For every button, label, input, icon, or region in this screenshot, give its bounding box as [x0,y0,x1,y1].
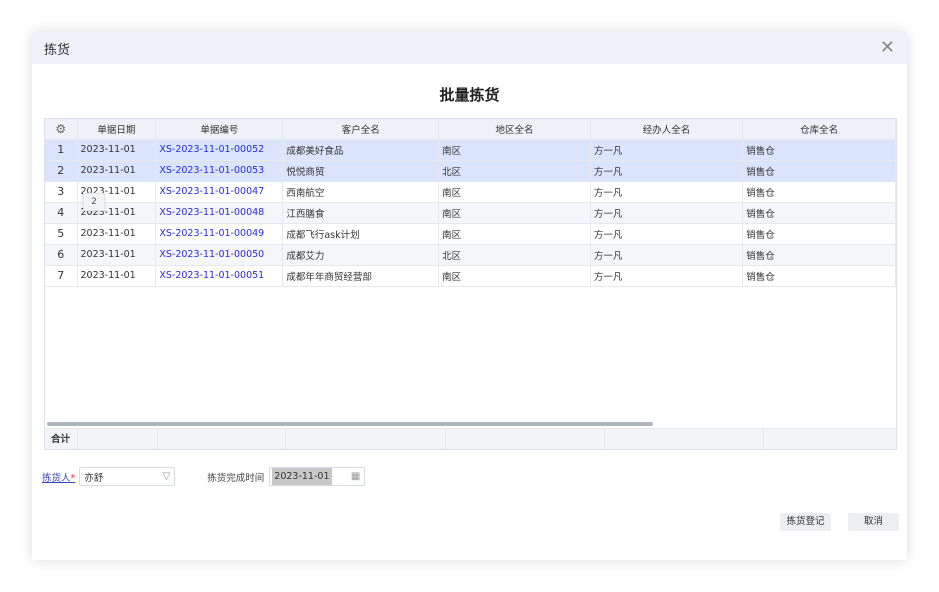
cell-warehouse: 销售仓 [742,160,896,182]
cell-customer: 西南航空 [282,181,440,203]
cell-handler: 方一凡 [590,244,744,266]
row-index: 7 [45,265,78,287]
summary-label: 合计 [45,429,78,449]
table-row[interactable]: 6 2023-11-01 XS-2023-11-01-00050 成都艾力 北区 方一凡销… [45,244,896,266]
cell-warehouse: 销售仓 [742,202,896,224]
cell-region: 南区 [438,223,591,245]
row-index: 2 [45,160,78,182]
calendar-icon[interactable]: ▦ [350,471,361,482]
cell-number[interactable]: XS-2023-11-01-00050 [155,244,284,266]
table-row[interactable]: 1 2023-11-01 XS-2023-11-01-00052 成都美好食品 南区 方一… [45,139,896,161]
cell-customer: 成都美好食品 [282,139,440,161]
filter-icon[interactable]: ▽ [162,471,171,482]
col-header-region[interactable]: 地区全名 [438,119,591,140]
row-index: 6 [45,244,78,266]
cell-region: 北区 [438,244,591,266]
cell-warehouse: 销售仓 [742,181,896,203]
picker-label[interactable]: 拣货人* [42,472,76,484]
table-row[interactable]: 4 2023-11-01 XS-2023-11-01-00048 江西膳食 南区 方一凡销… [45,202,896,224]
dialog-title: 拣货 [44,42,71,58]
row-index: 3 [45,181,78,203]
cell-region: 南区 [438,202,591,224]
cell-customer: 成都艾力 [282,244,440,266]
table-row[interactable]: 7 2023-11-01 XS-2023-11-01-00051 成都年年商贸经营部南… [45,265,896,287]
cell-handler: 方一凡 [590,160,744,182]
cell-date: 2023-11-01 [77,139,157,161]
cell-warehouse: 销售仓 [742,244,896,266]
row-tooltip: 2 [83,193,105,211]
page-title: 批量拣货 [439,86,500,104]
cell-customer: 成都年年商贸经营部 [282,265,440,287]
register-button[interactable]: 拣货登记 [780,513,831,531]
dialog-header: 拣货 ✕ [32,32,907,64]
cell-warehouse: 销售仓 [742,139,896,161]
completion-date-field[interactable]: 2023-11-01 ▦ [269,467,366,486]
picker-field[interactable]: 亦舒 ▽ [79,467,176,486]
cancel-button[interactable]: 取消 [848,513,899,531]
cell-date: 2023-11-01 [77,160,157,182]
cell-number[interactable]: XS-2023-11-01-00049 [155,223,284,245]
col-header-handler[interactable]: 经办人全名 [590,119,744,140]
row-index: 1 [45,139,78,161]
cell-customer: 江西膳食 [282,202,440,224]
cell-handler: 方一凡 [590,181,744,203]
cell-warehouse: 销售仓 [742,223,896,245]
cell-date: 2023-11-01 [77,265,157,287]
table-row[interactable]: 2 2023-11-01 XS-2023-11-01-00053 悦悦商贸 北区 方一凡销… [45,160,896,182]
cell-number[interactable]: XS-2023-11-01-00053 [155,160,284,182]
col-header-warehouse[interactable]: 仓库全名 [742,119,896,140]
cell-warehouse: 销售仓 [742,265,896,287]
scrollbar-thumb[interactable] [47,422,653,426]
pick-dialog: 拣货 ✕ 批量拣货 ⚙ 单据日期 单据编号 客户全名 地区全名 经办人全名 仓库… [32,32,907,560]
cell-handler: 方一凡 [590,139,744,161]
summary-row: 合计 [45,428,896,449]
row-index: 4 [45,202,78,224]
table-row[interactable]: 5 2023-11-01 XS-2023-11-01-00049 成都飞行ask计划南… [45,223,896,245]
cell-handler: 方一凡 [590,265,744,287]
pick-form: 拣货人* 亦舒 ▽ 拣货完成时间 2023-11-01 ▦ [42,467,366,486]
orders-grid: ⚙ 单据日期 单据编号 客户全名 地区全名 经办人全名 仓库全名 1 2023-1… [44,118,897,450]
cell-customer: 悦悦商贸 [282,160,440,182]
gear-icon[interactable]: ⚙ [55,121,67,136]
col-header-date[interactable]: 单据日期 [77,119,157,140]
column-settings[interactable]: ⚙ [45,119,78,140]
cell-customer: 成都飞行ask计划 [282,223,440,245]
cell-number[interactable]: XS-2023-11-01-00051 [155,265,284,287]
col-header-customer[interactable]: 客户全名 [282,119,440,140]
cell-date: 2023-11-01 [77,223,157,245]
cell-region: 南区 [438,181,591,203]
cell-number[interactable]: XS-2023-11-01-00052 [155,139,284,161]
col-header-number[interactable]: 单据编号 [155,119,284,140]
cell-handler: 方一凡 [590,202,744,224]
time-label: 拣货完成时间 [207,472,265,484]
cell-region: 南区 [438,265,591,287]
table-row[interactable]: 3 2023-11-01 XS-2023-11-01-00047 西南航空 南区 方一凡销… [45,181,896,203]
cell-handler: 方一凡 [590,223,744,245]
cell-region: 南区 [438,139,591,161]
cell-date: 2023-11-01 [77,244,157,266]
close-icon[interactable]: ✕ [879,37,895,58]
cell-number[interactable]: XS-2023-11-01-00047 [155,181,284,203]
cell-number[interactable]: XS-2023-11-01-00048 [155,202,284,224]
cell-region: 北区 [438,160,591,182]
orders-table: ⚙ 单据日期 单据编号 客户全名 地区全名 经办人全名 仓库全名 1 2023-1… [45,119,896,287]
row-index: 5 [45,223,78,245]
horizontal-scrollbar[interactable] [45,421,896,427]
